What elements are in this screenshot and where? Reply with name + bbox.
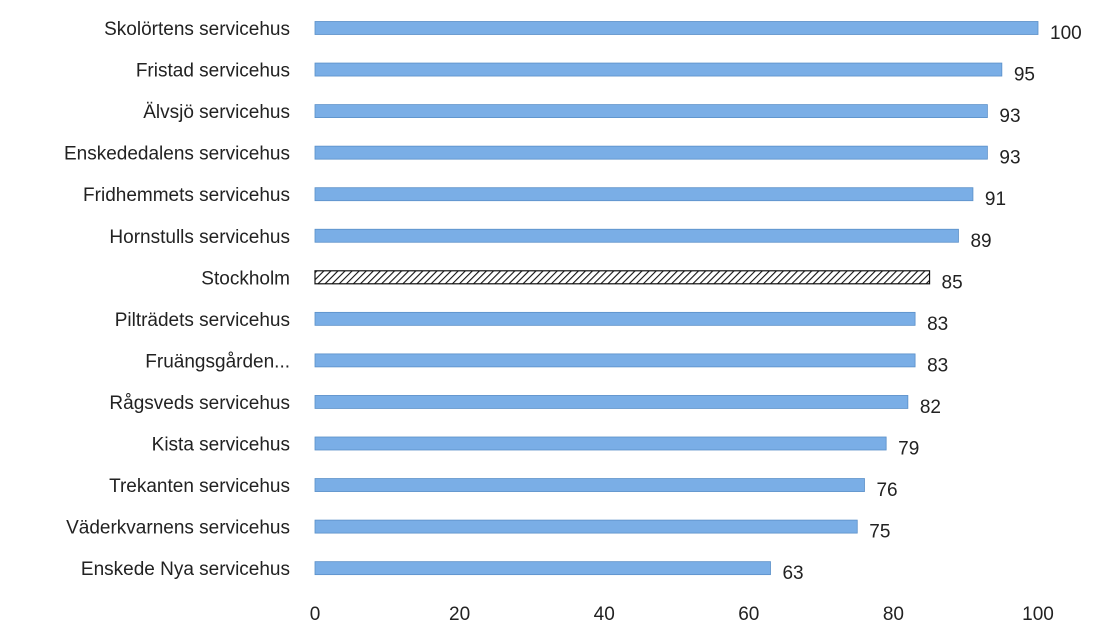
category-label: Kista servicehus <box>152 435 290 456</box>
value-label: 82 <box>920 397 941 418</box>
x-tick-label: 60 <box>738 604 759 625</box>
value-label: 100 <box>1050 23 1082 44</box>
bar-1 <box>314 62 1003 77</box>
category-label: Fristad servicehus <box>136 61 290 82</box>
category-label: Rågsveds servicehus <box>109 393 290 414</box>
bar-6 <box>314 270 931 285</box>
category-label: Älvsjö servicehus <box>143 102 290 123</box>
bar-9 <box>314 395 909 409</box>
value-label: 83 <box>927 355 948 376</box>
category-label: Hornstulls servicehus <box>109 227 290 248</box>
value-label: 63 <box>782 563 803 584</box>
category-label: Enskede Nya servicehus <box>81 559 290 580</box>
bar-2 <box>314 104 988 118</box>
bar-7 <box>314 311 916 326</box>
category-label: Skolörtens servicehus <box>104 19 290 40</box>
category-label: Pilträdets servicehus <box>115 310 290 331</box>
bar-4 <box>314 187 974 202</box>
x-tick-label: 80 <box>883 604 904 625</box>
x-axis-tick-labels: 0 20 40 60 80 100 <box>310 604 1054 625</box>
bar-13 <box>314 561 771 576</box>
category-labels: Skolörtens servicehus Fristad servicehus Ä… <box>64 19 290 580</box>
x-tick-label: 20 <box>449 604 470 625</box>
bar-10 <box>314 436 887 451</box>
bar-12 <box>314 519 858 534</box>
value-label: 91 <box>985 189 1006 210</box>
bar-8 <box>314 353 916 368</box>
value-label: 85 <box>942 272 963 293</box>
category-label: Enskededalens servicehus <box>64 144 290 165</box>
category-label: Fridhemmets servicehus <box>83 185 290 206</box>
x-tick-label: 0 <box>310 604 321 625</box>
value-label: 75 <box>869 522 890 543</box>
value-label: 93 <box>999 106 1020 127</box>
bar-3 <box>314 145 988 160</box>
bars-layer <box>314 21 1039 576</box>
x-tick-label: 40 <box>594 604 615 625</box>
x-tick-label: 100 <box>1022 604 1054 625</box>
value-label: 89 <box>970 231 991 252</box>
value-label: 83 <box>927 314 948 335</box>
bar-5 <box>314 228 959 243</box>
value-label: 95 <box>1014 65 1035 86</box>
category-label: Väderkvarnens servicehus <box>66 518 290 539</box>
category-label: Stockholm <box>201 268 290 289</box>
value-label: 79 <box>898 439 919 460</box>
value-label: 93 <box>999 148 1020 169</box>
category-label: Fruängsgården... <box>145 351 290 372</box>
bar-11 <box>314 478 865 492</box>
value-label: 76 <box>876 480 897 501</box>
bar-0 <box>314 21 1039 35</box>
category-label: Trekanten servicehus <box>109 476 290 497</box>
